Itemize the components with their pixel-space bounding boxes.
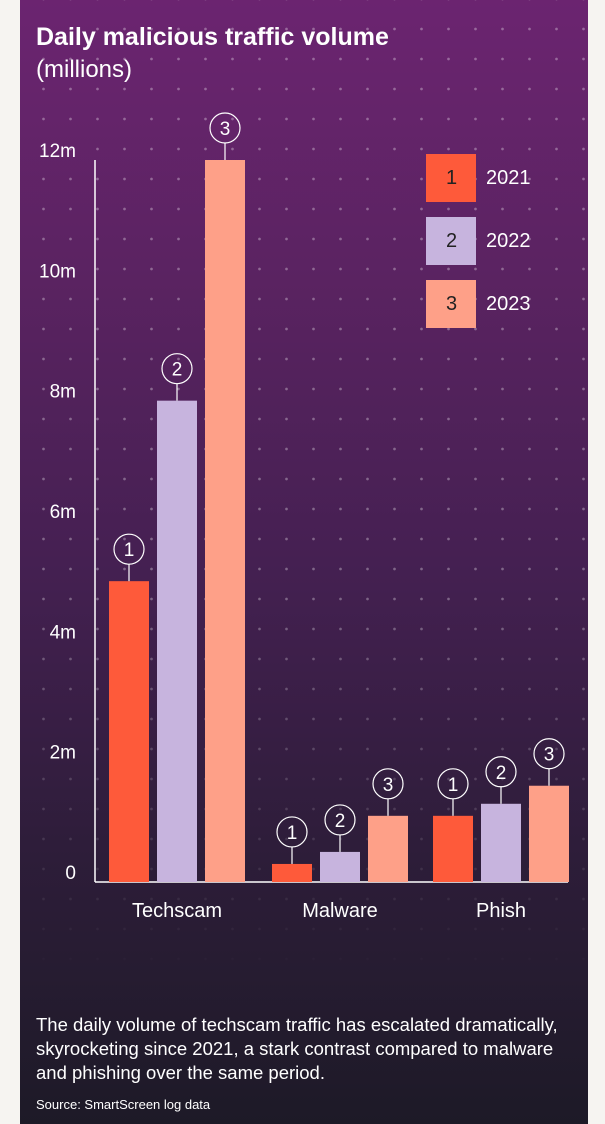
chart-card: Daily malicious traffic volume (millions…: [20, 0, 588, 1124]
bar-phish-2023: [529, 785, 569, 882]
legend-swatch-2021: 1: [426, 154, 476, 202]
bar-marker-circle: [276, 816, 308, 848]
chart-title: Daily malicious traffic volume: [36, 23, 389, 51]
x-category-label: Malware: [302, 900, 378, 922]
bar-marker-label: 2: [496, 763, 507, 784]
legend-swatch-2023: 3: [426, 280, 476, 328]
bar-techscam-2023: [205, 160, 245, 882]
y-tick-label: 6m: [50, 502, 76, 523]
bar-techscam-2021: [109, 581, 149, 882]
bar-markers: 1 2 3 1 2 3 1 2 3: [113, 112, 565, 864]
y-tick-label: 8m: [50, 382, 76, 403]
bar-marker-label: 2: [335, 811, 346, 832]
x-category-label: Phish: [476, 900, 526, 922]
bar-marker-label: 3: [544, 745, 555, 766]
bars: [109, 160, 569, 882]
bar-marker-label: 3: [220, 119, 231, 140]
y-tick-label: 10m: [39, 261, 76, 282]
bar-marker-circle: [324, 804, 356, 836]
bar-marker-circle: [533, 738, 565, 770]
legend-label-2021: 2021: [486, 167, 531, 189]
bar-marker-circle: [209, 112, 241, 144]
x-category-label: Techscam: [132, 900, 222, 922]
bar-marker-circle: [437, 768, 469, 800]
bar-marker-label: 1: [448, 775, 459, 796]
bar-techscam-2022: [157, 400, 197, 882]
chart-subtitle: (millions): [36, 56, 132, 83]
bar-marker-label: 2: [172, 360, 183, 381]
bar-malware-2023: [368, 815, 408, 882]
bar-marker-label: 1: [287, 823, 298, 844]
y-tick-label: 4m: [50, 622, 76, 643]
bar-malware-2022: [320, 851, 360, 882]
bar-marker-circle: [372, 768, 404, 800]
legend-swatch-2022: 2: [426, 217, 476, 265]
y-tick-label: 2m: [50, 743, 76, 764]
x-axis-labels: Techscam Malware Phish: [132, 900, 526, 922]
source-note: Source: SmartScreen log data: [36, 1097, 211, 1112]
y-tick-label: 12m: [39, 141, 76, 162]
legend-item-2022: 2 2022: [426, 217, 586, 265]
bar-phish-2022: [481, 803, 521, 882]
bar-marker-label: 1: [124, 540, 135, 561]
legend-label-2023: 2023: [486, 293, 531, 315]
legend-item-2023: 3 2023: [426, 280, 586, 328]
bar-marker-circle: [485, 756, 517, 788]
bar-chart: 0 2m 4m 6m 8m 10m 12m 1 2 3 1 2 3 1 2 3 Techscam Malwar…: [39, 112, 569, 922]
chart-caption: The daily volume of techscam traffic has…: [36, 1014, 558, 1083]
bar-marker-circle: [113, 533, 145, 565]
y-tick-label: 0: [65, 863, 76, 884]
bar-marker-label: 3: [383, 775, 394, 796]
bar-phish-2021: [433, 815, 473, 882]
bar-malware-2021: [272, 863, 312, 882]
legend-item-2021: 1 2021: [426, 154, 586, 202]
legend-label-2022: 2022: [486, 230, 531, 252]
bar-marker-circle: [161, 353, 193, 385]
